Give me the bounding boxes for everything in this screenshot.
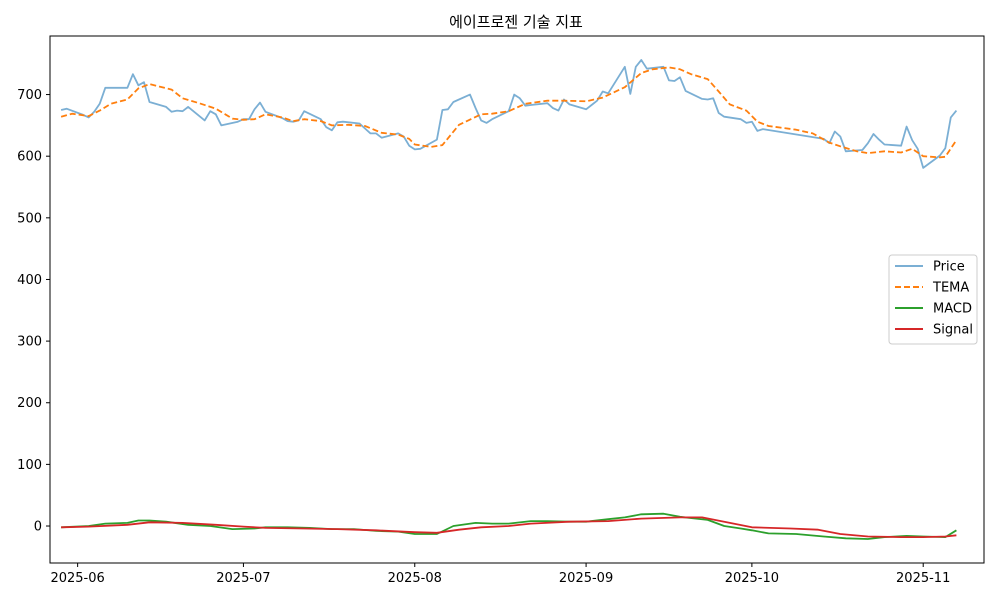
x-tick-label: 2025-08 xyxy=(388,571,442,586)
series-line-macd xyxy=(61,512,957,540)
series-line-tema xyxy=(60,66,958,159)
x-axis: 2025-06 2025-07 2025-08 2025-09 2025-10 2025-… xyxy=(50,563,950,586)
legend: Price TEMA MACD Signal xyxy=(888,254,978,345)
legend-label-tema: TEMA xyxy=(932,281,969,296)
y-tick-label: 700 xyxy=(17,88,42,103)
x-tick-label: 2025-09 xyxy=(559,571,613,586)
y-tick-label: 200 xyxy=(17,396,42,411)
legend-box xyxy=(888,254,978,345)
y-tick-label: 400 xyxy=(17,273,42,288)
series-line-price xyxy=(60,59,958,169)
legend-label-signal: Signal xyxy=(933,323,973,338)
y-tick-label: 100 xyxy=(17,458,42,473)
x-tick-label: 2025-10 xyxy=(725,571,779,586)
chart-title: 에이프로젠 기술 지표 xyxy=(449,13,583,31)
x-tick-label: 2025-07 xyxy=(216,571,270,586)
plot-frame xyxy=(49,35,985,564)
y-tick-label: 500 xyxy=(17,211,42,226)
series-line-signal xyxy=(61,516,957,538)
legend-label-macd: MACD xyxy=(933,302,972,317)
x-tick-label: 2025-11 xyxy=(896,571,950,586)
y-tick-label: 600 xyxy=(17,150,42,165)
y-tick-label: 0 xyxy=(34,520,42,535)
y-axis: 0 100 200 300 400 500 600 700 xyxy=(17,88,50,535)
series-layer xyxy=(60,59,958,540)
y-tick-label: 300 xyxy=(17,335,42,350)
legend-label-price: Price xyxy=(933,260,965,275)
x-tick-label: 2025-06 xyxy=(50,571,104,586)
